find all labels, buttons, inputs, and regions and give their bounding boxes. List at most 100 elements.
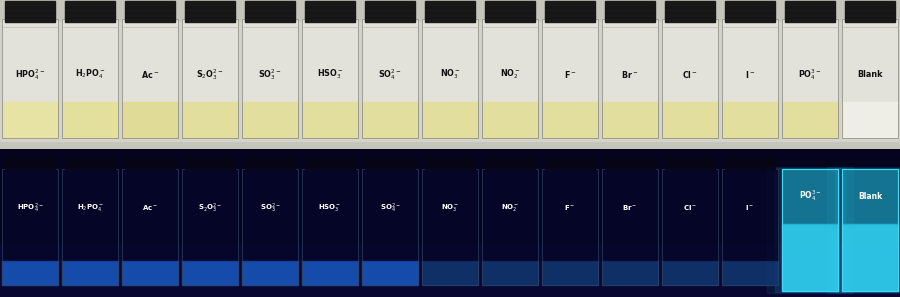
Bar: [422, 19, 478, 138]
Bar: [605, 157, 655, 169]
Bar: [65, 1, 115, 22]
Bar: [724, 1, 776, 22]
Text: NO$_3^-$: NO$_3^-$: [439, 67, 461, 81]
Bar: [0, 245, 900, 297]
Bar: [302, 169, 358, 260]
Bar: [482, 260, 538, 285]
Bar: [302, 19, 358, 138]
Bar: [662, 19, 718, 138]
Bar: [242, 19, 298, 138]
Text: S$_2$O$_3^{2-}$: S$_2$O$_3^{2-}$: [196, 67, 224, 82]
Bar: [364, 1, 416, 22]
Bar: [422, 169, 478, 260]
Bar: [184, 157, 236, 169]
Bar: [544, 157, 596, 169]
Bar: [182, 19, 238, 138]
Bar: [664, 157, 716, 169]
Bar: [482, 169, 538, 285]
Bar: [722, 19, 778, 138]
Bar: [242, 169, 298, 285]
Bar: [184, 1, 236, 22]
Bar: [304, 1, 356, 22]
Bar: [302, 169, 358, 285]
Text: NO$_3^-$: NO$_3^-$: [441, 202, 459, 214]
Bar: [422, 102, 478, 138]
Text: SO$_3^{2-}$: SO$_3^{2-}$: [258, 67, 282, 82]
Bar: [542, 19, 598, 138]
Bar: [242, 169, 298, 260]
Bar: [722, 169, 778, 285]
Bar: [834, 168, 900, 292]
Bar: [422, 260, 478, 285]
Bar: [842, 169, 898, 291]
Bar: [542, 169, 598, 260]
Text: Blank: Blank: [858, 192, 882, 200]
Text: PO$_4^{3-}$: PO$_4^{3-}$: [798, 67, 822, 82]
Bar: [182, 169, 238, 260]
Bar: [775, 168, 845, 292]
Bar: [65, 157, 115, 169]
Bar: [662, 260, 718, 285]
Bar: [662, 102, 718, 138]
Bar: [245, 157, 295, 169]
Text: F$^-$: F$^-$: [564, 203, 576, 212]
Bar: [242, 19, 298, 138]
Bar: [482, 19, 538, 138]
Bar: [122, 260, 178, 285]
Text: S$_2$O$_3^{2-}$: S$_2$O$_3^{2-}$: [198, 201, 222, 214]
Bar: [4, 157, 56, 169]
Text: Ac$^-$: Ac$^-$: [142, 203, 158, 212]
Bar: [842, 169, 898, 291]
Bar: [602, 260, 658, 285]
Bar: [182, 102, 238, 138]
Bar: [662, 19, 718, 138]
Bar: [602, 19, 658, 138]
Bar: [302, 260, 358, 285]
Text: H$_2$PO$_4^-$: H$_2$PO$_4^-$: [76, 202, 104, 214]
Text: NO$_2^-$: NO$_2^-$: [500, 202, 519, 214]
Bar: [482, 19, 538, 138]
Text: H$_2$PO$_4^-$: H$_2$PO$_4^-$: [75, 67, 105, 81]
Bar: [782, 169, 838, 291]
Text: HPO$_4^{2-}$: HPO$_4^{2-}$: [15, 67, 45, 82]
Bar: [242, 102, 298, 138]
Bar: [782, 19, 838, 138]
Text: Br$^-$: Br$^-$: [621, 69, 639, 80]
Bar: [722, 102, 778, 138]
Bar: [62, 19, 118, 138]
Text: Ac$^-$: Ac$^-$: [141, 69, 159, 80]
Bar: [664, 1, 716, 22]
Bar: [722, 169, 778, 260]
Bar: [662, 169, 718, 285]
Bar: [724, 157, 776, 169]
Bar: [722, 19, 778, 138]
Text: Cl$^-$: Cl$^-$: [683, 203, 698, 212]
Bar: [2, 19, 58, 138]
Bar: [785, 1, 835, 22]
Text: SO$_4^{2-}$: SO$_4^{2-}$: [380, 201, 400, 214]
Bar: [2, 102, 58, 138]
Bar: [245, 1, 295, 22]
Text: HSO$_3^-$: HSO$_3^-$: [319, 202, 342, 214]
Bar: [425, 1, 475, 22]
Bar: [602, 169, 658, 260]
Bar: [482, 169, 538, 260]
Bar: [362, 169, 418, 260]
Bar: [602, 102, 658, 138]
Bar: [304, 157, 356, 169]
Bar: [122, 19, 178, 138]
Bar: [122, 169, 178, 260]
Text: Br$^-$: Br$^-$: [622, 203, 638, 212]
Bar: [542, 169, 598, 285]
Bar: [484, 157, 536, 169]
Bar: [62, 19, 118, 138]
Text: I$^-$: I$^-$: [745, 203, 754, 212]
Bar: [182, 169, 238, 285]
Bar: [842, 19, 898, 138]
Text: SO$_3^{2-}$: SO$_3^{2-}$: [260, 201, 280, 214]
Bar: [782, 224, 838, 291]
Bar: [782, 169, 838, 224]
Bar: [842, 224, 898, 291]
Text: F$^-$: F$^-$: [563, 69, 576, 80]
Bar: [0, 22, 900, 141]
